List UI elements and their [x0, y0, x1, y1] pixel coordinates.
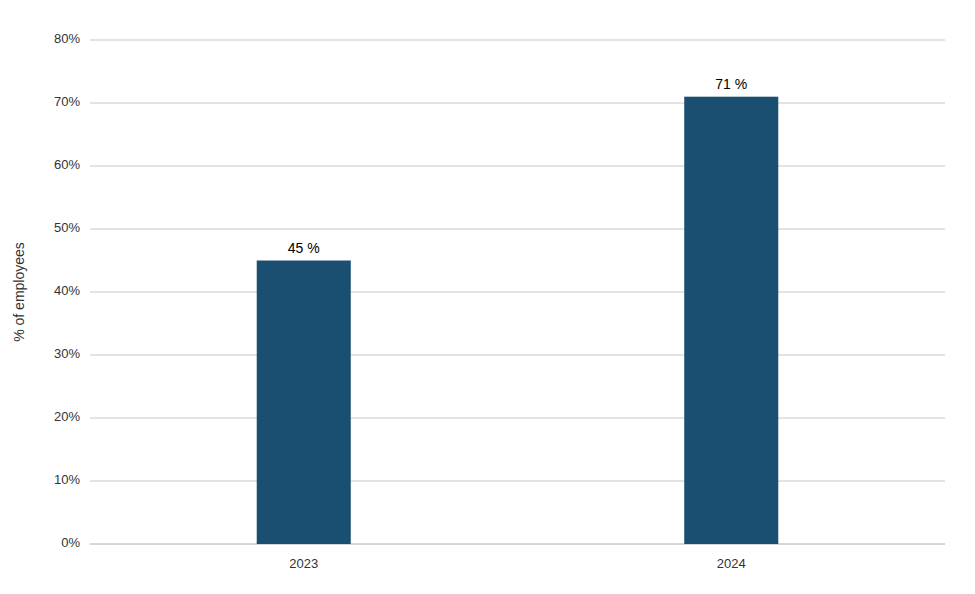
grid-line	[90, 166, 945, 167]
data-label: 45 %	[288, 240, 320, 256]
y-tick-label: 70%	[54, 94, 80, 109]
y-tick-label: 0%	[61, 535, 80, 550]
grid-line	[90, 355, 945, 356]
grid-line	[90, 292, 945, 293]
y-tick-label: 80%	[54, 31, 80, 46]
grid-line	[90, 481, 945, 482]
y-tick-label: 40%	[54, 283, 80, 298]
data-label: 71 %	[715, 76, 747, 92]
x-tick-label: 2024	[717, 556, 746, 571]
chart-container: 0% 10% 20% 30% 40% 50% 60% 70% 80% 45 % 71 % 2023 20…	[0, 0, 975, 594]
bars	[257, 97, 779, 544]
y-grid	[90, 40, 945, 544]
y-tick-label: 10%	[54, 472, 80, 487]
grid-line	[90, 40, 945, 41]
grid-line	[90, 418, 945, 419]
y-tick-label: 50%	[54, 220, 80, 235]
bar	[684, 97, 778, 544]
x-tick-label: 2023	[289, 556, 318, 571]
grid-line	[90, 544, 945, 545]
labels: 45 % 71 %	[288, 76, 747, 256]
y-axis-label: % of employees	[11, 242, 27, 342]
x-axis-line	[90, 544, 945, 545]
chart-svg: 0% 10% 20% 30% 40% 50% 60% 70% 80% 45 % 71 % 2023 20…	[0, 0, 975, 594]
y-tick-label: 20%	[54, 409, 80, 424]
grid-line	[90, 229, 945, 230]
bar	[257, 261, 351, 545]
y-tick-label: 30%	[54, 346, 80, 361]
grid-line	[90, 103, 945, 104]
y-tick-label: 60%	[54, 157, 80, 172]
